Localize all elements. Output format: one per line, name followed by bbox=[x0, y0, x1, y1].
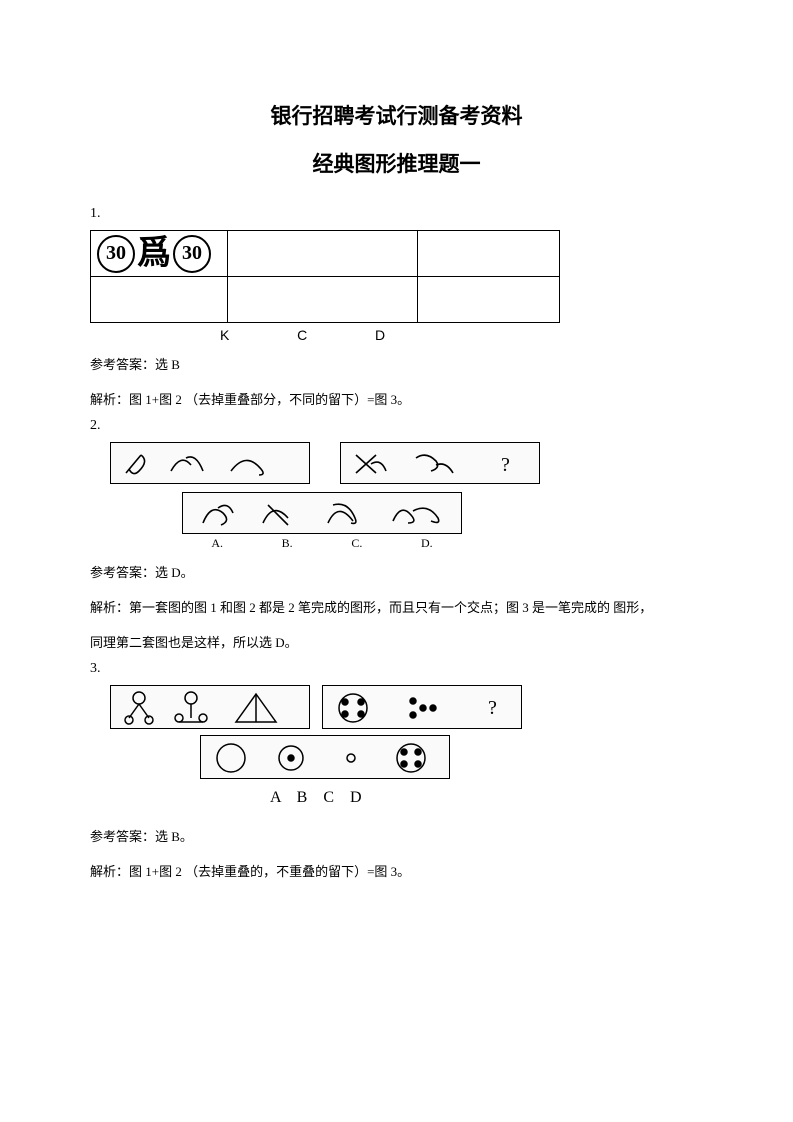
q2-prompt-box-right: ? bbox=[340, 442, 540, 484]
q3-number: 3. bbox=[90, 661, 703, 677]
q2-explain-1: 解析：第一套图的图 1 和图 2 都是 2 笔完成的图形，而且只有一个交点；图 … bbox=[90, 596, 703, 621]
q1-explain: 解析：图 1+图 2 （去掉重叠部分，不同的留下）=图 3。 bbox=[90, 388, 703, 413]
q3-answer: 参考答案：选 B。 bbox=[90, 825, 703, 850]
q1-number: 1. bbox=[90, 206, 703, 222]
q1-kcd-labels: K C D bbox=[90, 327, 703, 343]
q1-circled-left: 30 bbox=[97, 235, 135, 273]
q1-label-d: D bbox=[375, 327, 385, 343]
q1-label-k: K bbox=[220, 327, 229, 343]
q2-prompt-box-left bbox=[110, 442, 310, 484]
q2-answer: 参考答案：选 D。 bbox=[90, 561, 703, 586]
q2-opt-d: D. bbox=[421, 536, 433, 551]
q3-prompt-box-left bbox=[110, 685, 310, 729]
q3-abcd: A B C D bbox=[270, 789, 590, 807]
doc-title: 银行招聘考试行测备考资料 bbox=[90, 100, 703, 130]
q3-figure: ? A B C D bbox=[110, 685, 590, 807]
q2-opt-b: B. bbox=[282, 536, 293, 551]
q1-label-c: C bbox=[297, 327, 307, 343]
q3-options-box bbox=[200, 735, 450, 779]
q3-prompt-box-right: ? bbox=[322, 685, 522, 729]
q1-answer: 参考答案：选 B bbox=[90, 353, 703, 378]
q2-number: 2. bbox=[90, 418, 703, 434]
q2-figure: ? A. B. C. D. bbox=[110, 442, 570, 551]
q2-qmark: ? bbox=[501, 454, 510, 476]
q1-circled-right: 30 bbox=[173, 235, 211, 273]
doc-subtitle: 经典图形推理题一 bbox=[90, 148, 703, 178]
q2-explain-2: 同理第二套图也是这样，所以选 D。 bbox=[90, 631, 703, 656]
q2-opt-c: C. bbox=[351, 536, 362, 551]
q3-explain: 解析：图 1+图 2 （去掉重叠的，不重叠的留下）=图 3。 bbox=[90, 860, 703, 885]
q2-options-box bbox=[182, 492, 462, 534]
q1-mid-char: 爲 bbox=[137, 237, 171, 271]
q2-opt-a: A. bbox=[211, 536, 223, 551]
q1-table: 30 爲 30 bbox=[90, 230, 560, 323]
q3-qmark: ? bbox=[488, 697, 497, 719]
q1-figure: 30 爲 30 K C D bbox=[90, 230, 703, 343]
